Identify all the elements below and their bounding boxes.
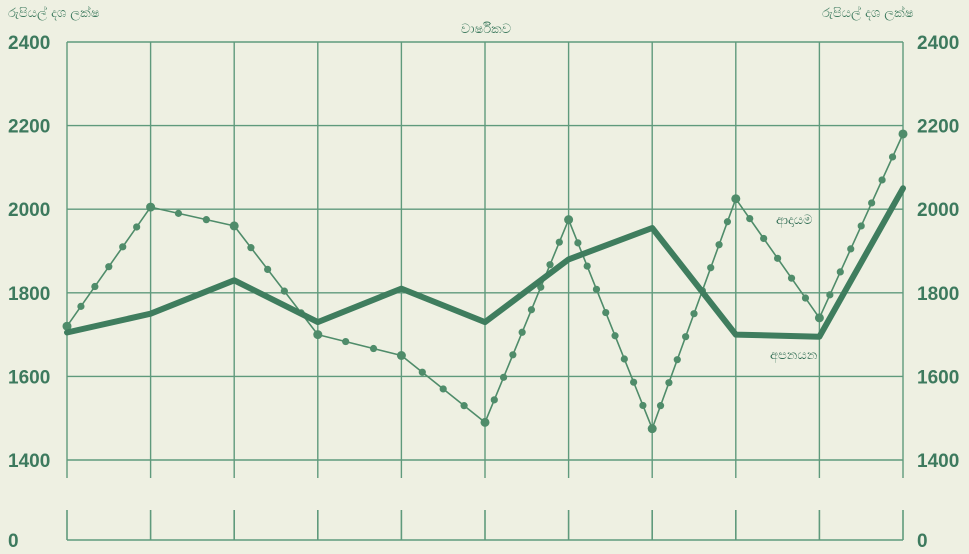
series-1-dot: [369, 344, 378, 353]
series-1-dot: [280, 287, 288, 295]
series-1-dot: [847, 245, 855, 253]
series-1-point-6: [564, 215, 574, 225]
series-1-dot: [826, 291, 834, 299]
series-1-point-2: [229, 221, 239, 231]
series-1-dot: [639, 401, 647, 410]
series-1-dot: [418, 368, 426, 376]
y-tick-right-0: 0: [917, 531, 928, 552]
series-1-dot: [801, 294, 810, 302]
series-line-2: [64, 185, 906, 340]
series-1-dot: [342, 337, 350, 346]
y-tick-left-2200: 2200: [8, 117, 50, 138]
grid: [66, 41, 904, 541]
series-1-dot: [583, 262, 591, 270]
series-1-point-0: [62, 321, 72, 331]
series-1-dot: [77, 302, 85, 310]
series-1-dot: [518, 328, 526, 336]
series-1-dot: [760, 234, 768, 243]
series-1-point-10: [898, 129, 908, 139]
y-tick-right-2200: 2200: [917, 117, 959, 138]
series-1-point-5: [480, 417, 490, 427]
series-1-dot: [620, 355, 628, 363]
y-axis-ticks: 0 0 1400 1400 1600 1600 1800 1800 2000 2000 2200 22…: [8, 33, 959, 552]
series-1-point-8: [731, 194, 741, 204]
series-1-point-9: [814, 313, 824, 323]
y-tick-left-0: 0: [8, 531, 19, 552]
series-1-dot: [174, 209, 183, 217]
series-1-dot: [119, 243, 127, 251]
y-axis-label-left: රුපියල් දශ ලක්ෂ: [8, 5, 100, 21]
y-tick-right-1400: 1400: [917, 451, 959, 472]
series-1-dot: [707, 264, 715, 272]
y-tick-left-2400: 2400: [8, 33, 50, 54]
y-tick-right-2000: 2000: [917, 200, 959, 221]
series-1-dot: [656, 402, 665, 410]
series-1-point-7: [647, 424, 657, 434]
series-1-dot: [509, 351, 517, 359]
series-1-dot: [682, 333, 690, 341]
series-1-dot: [537, 283, 545, 291]
y-axis-label-right: රුපියල් දශ ලක්ෂ: [822, 5, 914, 21]
y-tick-right-1600: 1600: [917, 367, 959, 388]
series: [62, 129, 908, 434]
series-1-dot: [774, 254, 782, 262]
series-1-dot: [574, 239, 582, 247]
series-1-dot: [133, 223, 141, 231]
chart-title: වාර්ෂිකව: [461, 21, 511, 37]
series-1-dot: [105, 263, 113, 271]
series-1-dot: [202, 216, 210, 224]
series-1-dot: [690, 310, 698, 318]
series-1-dot: [490, 396, 498, 404]
series-1-dot: [91, 282, 99, 291]
series-1-dot: [460, 402, 468, 410]
series-1-dot: [746, 215, 754, 223]
series-1-dot: [836, 268, 844, 276]
series-1-dot: [665, 379, 673, 387]
series-label-1: ආදායම: [776, 213, 812, 228]
series-1-dot: [264, 265, 272, 273]
series-1-dot: [602, 308, 610, 317]
series-1-dot: [592, 285, 601, 293]
series-1-dot: [878, 176, 886, 184]
series-1-dot: [555, 238, 563, 246]
series-1-dot: [673, 356, 681, 364]
series-1-dot: [723, 218, 732, 226]
y-tick-right-2400: 2400: [917, 33, 959, 54]
series-1-dot: [499, 373, 508, 381]
y-tick-right-1800: 1800: [917, 284, 959, 305]
series-label-2: අපනයන: [770, 348, 818, 363]
series-1-dot: [857, 222, 865, 230]
y-tick-left-1600: 1600: [8, 367, 50, 388]
series-1-dot: [439, 385, 447, 393]
series-1-dot: [546, 261, 554, 269]
y-tick-left-2000: 2000: [8, 200, 50, 221]
series-1-dot: [527, 306, 536, 314]
series-1-dot: [888, 153, 897, 161]
series-1-point-1: [146, 202, 156, 212]
series-1-dot: [630, 378, 638, 386]
y-tick-left-1400: 1400: [8, 451, 50, 472]
series-1-point-4: [396, 351, 406, 360]
series-1-dot: [787, 274, 796, 282]
series-1-dot: [868, 199, 876, 207]
series-1-dot: [611, 332, 619, 340]
series-1-dot: [715, 241, 723, 249]
series-1-point-3: [313, 330, 323, 340]
series-1-dot: [247, 244, 255, 252]
y-tick-left-1800: 1800: [8, 284, 50, 305]
